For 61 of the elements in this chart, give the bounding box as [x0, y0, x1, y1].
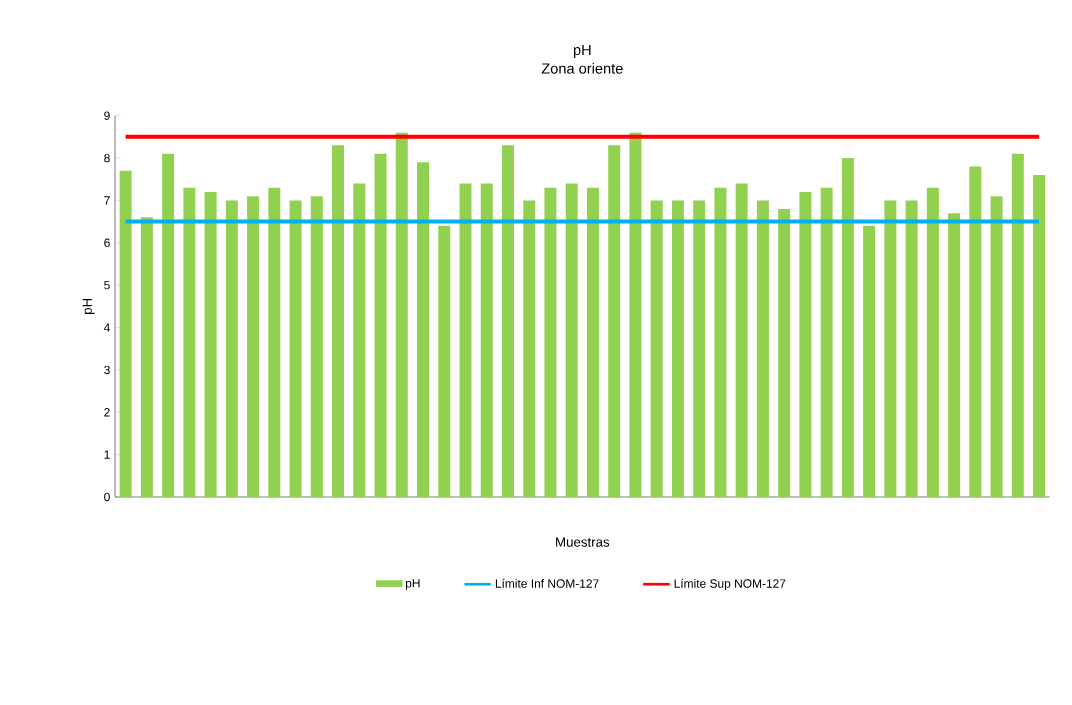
bar: [417, 162, 430, 497]
bar: [268, 187, 281, 497]
y-tick-label: 7: [104, 196, 110, 205]
bar: [225, 200, 238, 497]
bar: [1033, 174, 1046, 497]
x-axis-title: Muestras: [556, 537, 610, 547]
legend-label: pH: [405, 579, 420, 590]
y-tick-label: 9: [104, 111, 110, 120]
chart-title: pH: [573, 44, 591, 58]
bar: [841, 158, 854, 497]
bar: [820, 187, 833, 497]
bar: [905, 200, 918, 497]
bar: [608, 145, 621, 497]
y-tick-label: 3: [104, 365, 110, 375]
y-axis-title: pH: [82, 298, 95, 314]
bar: [629, 132, 642, 497]
bar: [119, 170, 132, 497]
legend-label: Límite Inf NOM-127: [495, 578, 599, 588]
bar: [948, 213, 961, 497]
y-tick-label: 2: [104, 408, 110, 417]
bar: [926, 187, 939, 497]
bar: [204, 191, 217, 497]
bar: [565, 183, 578, 497]
bar: [799, 191, 812, 497]
bar: [140, 217, 153, 497]
y-tick-label: 1: [104, 450, 110, 459]
bar: [990, 196, 1003, 497]
bar: [480, 183, 493, 497]
chart-subtitle: Zona oriente: [541, 62, 623, 74]
bar: [247, 196, 260, 497]
bar: [183, 187, 196, 497]
bar: [969, 166, 982, 497]
y-tick-label: 6: [104, 238, 110, 248]
y-tick-label: 4: [103, 323, 110, 332]
bar: [650, 200, 663, 497]
legend-label: Límite Sup NOM-127: [674, 578, 786, 591]
bar: [1011, 153, 1024, 497]
bar: [671, 200, 684, 497]
bar: [863, 225, 876, 497]
bar: [162, 153, 175, 497]
bar: [693, 200, 706, 497]
bar: [735, 183, 748, 497]
y-tick-label: 8: [104, 153, 110, 163]
bar: [544, 187, 557, 497]
bar: [459, 183, 472, 497]
y-tick-label: 0: [104, 492, 110, 502]
bar: [374, 153, 387, 497]
y-tick-label: 5: [104, 280, 110, 290]
bar: [332, 145, 345, 497]
bar: [501, 145, 514, 497]
bar: [438, 225, 451, 497]
bar: [395, 132, 408, 497]
bar: [756, 200, 769, 497]
bar: [289, 200, 302, 497]
bar: [884, 200, 897, 497]
bar: [523, 200, 536, 497]
bar: [586, 187, 599, 497]
bar: [714, 187, 727, 497]
bar: [353, 183, 366, 497]
bar: [310, 196, 323, 497]
bar: [778, 208, 791, 497]
